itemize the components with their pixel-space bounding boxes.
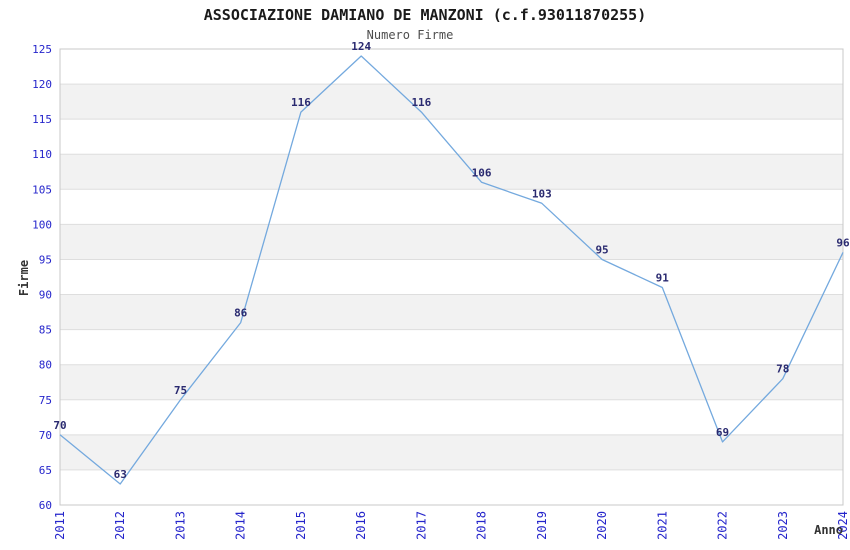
y-tick-label: 90 (39, 289, 52, 302)
y-tick-label: 95 (39, 253, 52, 266)
y-tick-label: 65 (39, 464, 52, 477)
chart-subtitle: Numero Firme (366, 28, 454, 42)
x-tick-label: 2014 (234, 511, 248, 540)
y-tick-label: 60 (39, 499, 52, 512)
x-tick-label: 2016 (354, 511, 368, 540)
x-tick-label: 2018 (475, 511, 489, 540)
data-point-label: 86 (234, 307, 248, 320)
data-point-label: 116 (291, 96, 311, 109)
x-tick-label: 2015 (294, 511, 308, 540)
plot-band (60, 154, 843, 190)
data-point-label: 63 (114, 468, 127, 481)
data-point-label: 96 (836, 236, 850, 249)
x-tick-label: 2019 (535, 511, 549, 540)
y-tick-label: 70 (39, 429, 52, 442)
y-tick-label: 75 (39, 394, 52, 407)
chart-title: ASSOCIAZIONE DAMIANO DE MANZONI (c.f.930… (203, 6, 647, 24)
y-tick-label: 120 (32, 78, 52, 91)
y-tick-label: 85 (39, 324, 52, 337)
x-tick-label: 2024 (836, 511, 850, 540)
data-point-label: 69 (716, 426, 729, 439)
data-point-label: 95 (595, 243, 608, 256)
data-point-label: 70 (53, 419, 66, 432)
data-point-label: 124 (351, 40, 371, 53)
x-tick-label: 2012 (113, 511, 127, 540)
plot-band (60, 294, 843, 330)
plot-band (60, 84, 843, 120)
x-tick-label: 2013 (173, 511, 187, 540)
y-tick-label: 80 (39, 359, 52, 372)
y-tick-label: 115 (32, 113, 52, 126)
plot-band (60, 364, 843, 400)
y-tick-label: 100 (32, 218, 52, 231)
x-tick-label: 2022 (716, 511, 730, 540)
data-point-label: 103 (532, 187, 552, 200)
plot-band (60, 434, 843, 470)
plot-border (59, 48, 844, 506)
x-tick-label: 2017 (414, 511, 428, 540)
data-point-label: 106 (472, 166, 492, 179)
y-tick-label: 125 (32, 43, 52, 56)
data-point-label: 116 (411, 96, 431, 109)
x-tick-label: 2020 (595, 511, 609, 540)
plot-band (60, 224, 843, 260)
x-tick-label: 2011 (53, 511, 67, 540)
x-tick-label: 2023 (776, 511, 790, 540)
data-point-label: 91 (656, 272, 670, 285)
x-tick-label: 2021 (655, 511, 669, 540)
data-line (59, 55, 844, 485)
data-point-label: 75 (174, 384, 187, 397)
y-tick-label: 105 (32, 183, 52, 196)
x-axis-title: Anno (814, 523, 843, 537)
y-tick-label: 110 (32, 148, 52, 161)
data-point-label: 78 (776, 363, 789, 376)
y-axis-title: Firme (17, 259, 31, 297)
